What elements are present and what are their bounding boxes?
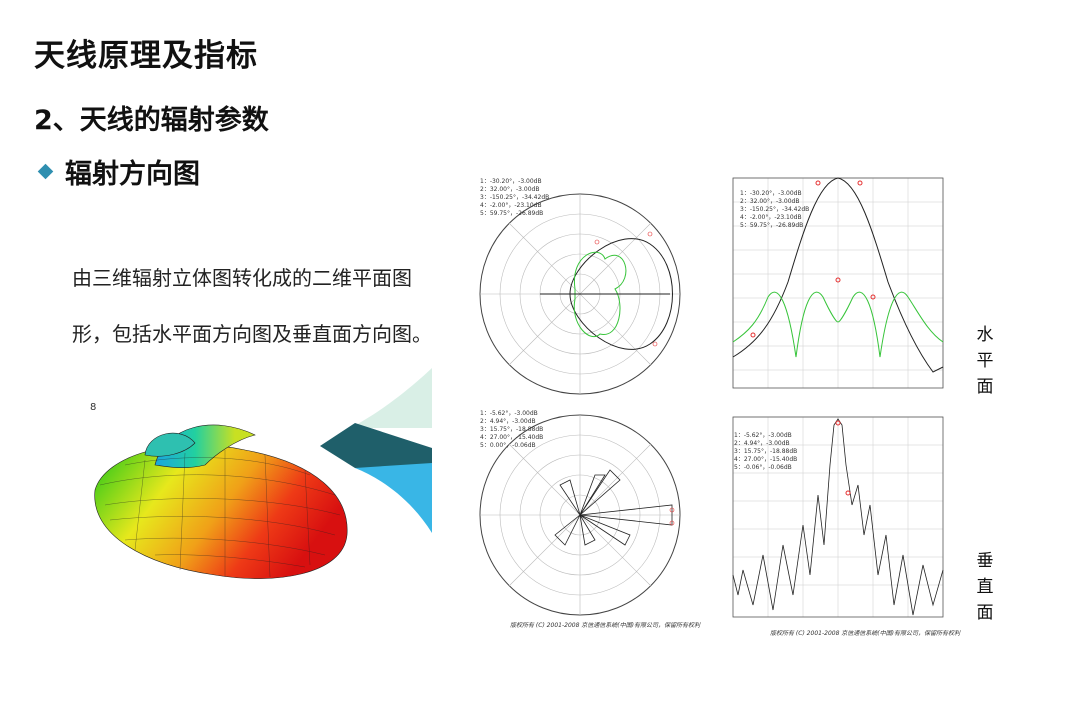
horizontal-polar-chart (475, 172, 685, 400)
arrow-icon (320, 368, 432, 533)
legend-item: 4：-2.00°，-23.10dB (480, 202, 542, 209)
v-polar-legend: 1：-5.62°，-3.00dB 2：4.94°，-3.00dB 3：15.75… (480, 410, 543, 450)
vertical-polar-chart (475, 405, 685, 620)
legend-item: 3：15.75°，-18.88dB (734, 448, 798, 455)
copyright-caption: 版权所有 (C) 2001-2008 京信通信系统(中国)有限公司，保留所有权利 (510, 622, 700, 629)
legend-item: 5：59.75°，-26.89dB (740, 222, 804, 229)
legend-item: 1：-30.20°，-3.00dB (480, 178, 542, 185)
vertical-rect-chart (718, 405, 948, 625)
legend-item: 2：32.00°，-3.00dB (480, 186, 540, 193)
bullet-item: 辐射方向图 (34, 152, 200, 191)
vertical-plane-label: 垂直面 (976, 551, 994, 623)
legend-item: 1：-30.20°，-3.00dB (740, 190, 802, 197)
v-rect-legend: 1：-5.62°，-3.00dB 2：4.94°，-3.00dB 3：15.75… (734, 432, 797, 472)
legend-item: 5：-0.06°，-0.06dB (734, 464, 792, 471)
h-polar-legend: 1：-30.20°，-3.00dB 2：32.00°，-3.00dB 3：-15… (480, 178, 549, 218)
legend-item: 2：32.00°，-3.00dB (740, 198, 800, 205)
diamond-bullet-icon (37, 163, 54, 180)
description-text: 由三维辐射立体图转化成的二维平面图形，包括水平面方向图及垂直面方向图。 (72, 266, 432, 346)
legend-item: 4：-2.00°，-23.10dB (740, 214, 802, 221)
legend-item: 2：4.94°，-3.00dB (480, 418, 536, 425)
page-title: 天线原理及指标 (34, 38, 258, 74)
horizontal-plane-label: 水平面 (976, 325, 994, 397)
legend-item: 4：27.00°，-15.40dB (480, 434, 544, 441)
figure-number: 8 (90, 402, 97, 413)
legend-item: 4：27.00°，-15.40dB (734, 456, 798, 463)
3d-radiation-pattern (94, 424, 348, 579)
copyright-caption: 版权所有 (C) 2001-2008 京信通信系统(中国)有限公司，保留所有权利 (770, 630, 960, 637)
horizontal-rect-chart (718, 172, 948, 400)
legend-item: 1：-5.62°，-3.00dB (734, 432, 792, 439)
legend-item: 3：-150.25°，-34.42dB (480, 194, 550, 201)
legend-item: 5：0.00°，-0.06dB (480, 442, 536, 449)
bullet-label: 辐射方向图 (65, 159, 200, 190)
h-rect-legend: 1：-30.20°，-3.00dB 2：32.00°，-3.00dB 3：-15… (740, 190, 809, 230)
legend-item: 1：-5.62°，-3.00dB (480, 410, 538, 417)
legend-item: 3：15.75°，-18.88dB (480, 426, 544, 433)
legend-item: 3：-150.25°，-34.42dB (740, 206, 810, 213)
legend-item: 2：4.94°，-3.00dB (734, 440, 790, 447)
legend-item: 5：59.75°，-26.89dB (480, 210, 544, 217)
section-heading: 2、天线的辐射参数 (34, 105, 269, 136)
